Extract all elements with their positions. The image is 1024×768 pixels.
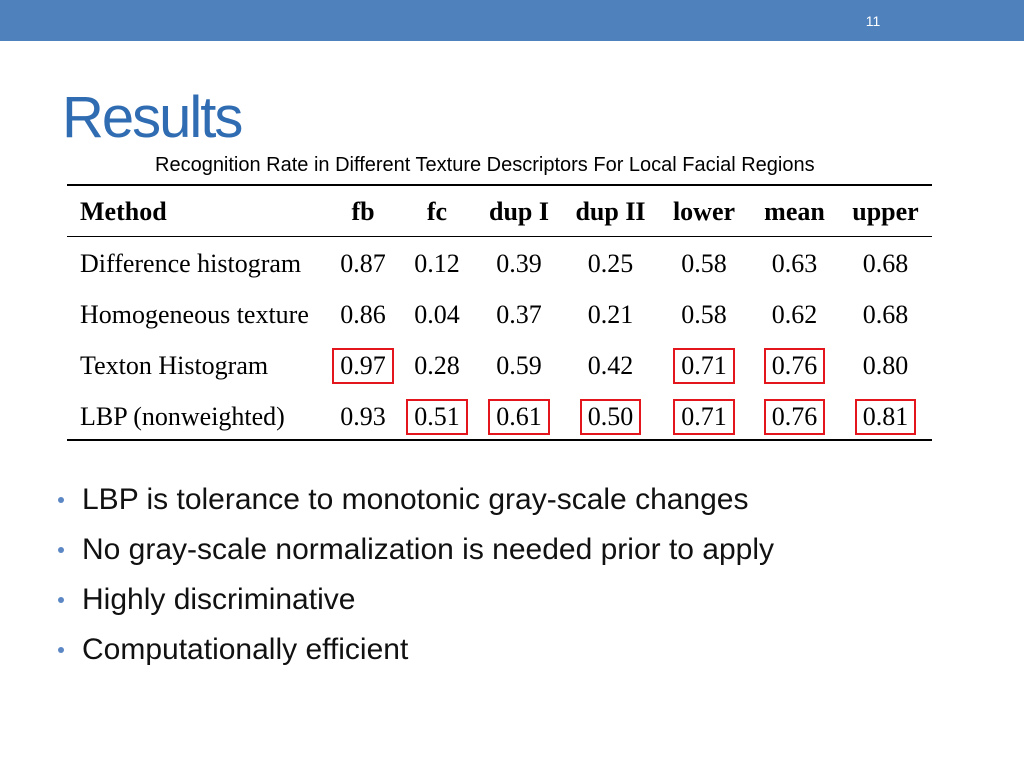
value-cell: 0.76 xyxy=(750,389,839,440)
value-cell: 0.50 xyxy=(563,389,658,440)
method-cell: LBP (nonweighted) xyxy=(80,401,285,431)
value-cell: 0.51 xyxy=(399,389,475,440)
highlighted-value: 0.61 xyxy=(488,398,550,435)
value-text: 0.86 xyxy=(340,300,386,329)
table-row: Texton Histogram 0.97 0.28 0.59 0.42 0.71 0.76… xyxy=(67,338,932,389)
value-text: 0.37 xyxy=(496,300,542,329)
value-cell: 0.58 xyxy=(658,236,750,287)
value-cell: 0.59 xyxy=(475,338,563,389)
column-header-dup-ii: dup II xyxy=(563,185,658,237)
value-text: 0.21 xyxy=(587,300,634,329)
value-cell: 0.12 xyxy=(399,236,475,287)
value-text: 0.25 xyxy=(587,249,634,279)
column-header-fb: fb xyxy=(327,185,399,237)
column-header-upper: upper xyxy=(839,185,932,237)
value-cell: 0.25 xyxy=(563,236,658,287)
value-cell: 0.81 xyxy=(839,389,932,440)
bullet-marker xyxy=(58,597,64,603)
table-row: LBP (nonweighted) 0.93 0.51 0.61 0.50 0.71 0.7… xyxy=(67,389,932,440)
value-cell: 0.93 xyxy=(327,389,399,440)
highlighted-value: 0.71 xyxy=(673,398,735,435)
value-cell: 0.87 xyxy=(327,236,399,287)
bullet-marker xyxy=(58,647,64,653)
highlighted-value: 0.76 xyxy=(763,348,826,384)
highlighted-value: 0.76 xyxy=(763,398,826,435)
bullet-list: LBP is tolerance to monotonic gray-scale… xyxy=(0,475,1000,675)
value-text: 0.04 xyxy=(414,300,460,329)
bullet-item: Highly discriminative xyxy=(0,575,1000,625)
column-header-dup-i: dup I xyxy=(475,185,563,237)
highlighted-value: 0.51 xyxy=(406,398,468,435)
method-cell: Texton Histogram xyxy=(80,351,269,380)
bullet-marker xyxy=(58,547,64,553)
value-cell: 0.39 xyxy=(475,236,563,287)
value-text: 0.42 xyxy=(587,351,634,380)
method-cell: Homogeneous texture xyxy=(80,300,309,329)
value-cell: 0.58 xyxy=(658,287,750,338)
value-cell: 0.04 xyxy=(399,287,475,338)
value-cell: 0.97 xyxy=(327,338,399,389)
column-header-fc: fc xyxy=(399,185,475,237)
value-text: 0.68 xyxy=(862,300,909,329)
value-cell: 0.63 xyxy=(750,236,839,287)
table-row: Difference histogram 0.87 0.12 0.39 0.25 0.58… xyxy=(67,236,932,287)
value-text: 0.87 xyxy=(340,249,386,279)
value-cell: 0.28 xyxy=(399,338,475,389)
bullet-text: Computationally efficient xyxy=(82,633,409,666)
value-text: 0.80 xyxy=(862,351,909,380)
value-cell: 0.21 xyxy=(563,287,658,338)
value-text: 0.39 xyxy=(496,249,542,279)
value-text: 0.93 xyxy=(340,401,386,431)
bullet-text: No gray-scale normalization is needed pr… xyxy=(82,533,775,566)
highlighted-value: 0.81 xyxy=(854,398,917,435)
column-header-lower: lower xyxy=(658,185,750,237)
value-text: 0.62 xyxy=(771,300,818,329)
bullet-item: No gray-scale normalization is needed pr… xyxy=(0,525,1000,575)
value-cell: 0.62 xyxy=(750,287,839,338)
column-header-mean: mean xyxy=(750,185,839,237)
value-cell: 0.76 xyxy=(750,338,839,389)
value-cell: 0.68 xyxy=(839,236,932,287)
value-cell: 0.71 xyxy=(658,389,750,440)
bullet-text: LBP is tolerance to monotonic gray-scale… xyxy=(82,483,749,516)
value-text: 0.58 xyxy=(681,300,727,329)
value-text: 0.28 xyxy=(414,351,460,380)
value-text: 0.68 xyxy=(862,249,909,279)
value-text: 0.58 xyxy=(681,249,727,279)
highlighted-value: 0.50 xyxy=(579,398,642,435)
value-cell: 0.86 xyxy=(327,287,399,338)
bullet-item: Computationally efficient xyxy=(0,625,1000,675)
highlighted-value: 0.97 xyxy=(332,348,394,384)
table-row: Homogeneous texture 0.86 0.04 0.37 0.21 0.58 0… xyxy=(67,287,932,338)
value-cell: 0.80 xyxy=(839,338,932,389)
value-cell: 0.71 xyxy=(658,338,750,389)
value-cell: 0.61 xyxy=(475,389,563,440)
value-text: 0.12 xyxy=(414,249,460,279)
bullet-item: LBP is tolerance to monotonic gray-scale… xyxy=(0,475,1000,525)
value-text: 0.63 xyxy=(771,249,818,279)
bullet-marker xyxy=(58,497,64,503)
header-bar: 11 xyxy=(0,0,1024,41)
bullet-text: Highly discriminative xyxy=(82,583,356,616)
table-caption: Recognition Rate in Different Texture De… xyxy=(155,154,815,176)
method-cell: Difference histogram xyxy=(80,249,302,279)
value-cell: 0.42 xyxy=(563,338,658,389)
page-number: 11 xyxy=(865,13,881,29)
value-cell: 0.37 xyxy=(475,287,563,338)
table-body: Difference histogram 0.87 0.12 0.39 0.25 0.58… xyxy=(67,236,932,440)
highlighted-value: 0.71 xyxy=(673,348,735,384)
value-cell: 0.68 xyxy=(839,287,932,338)
slide-title: Results xyxy=(62,85,243,150)
value-text: 0.59 xyxy=(496,351,542,380)
column-header-method: Method xyxy=(67,185,327,237)
